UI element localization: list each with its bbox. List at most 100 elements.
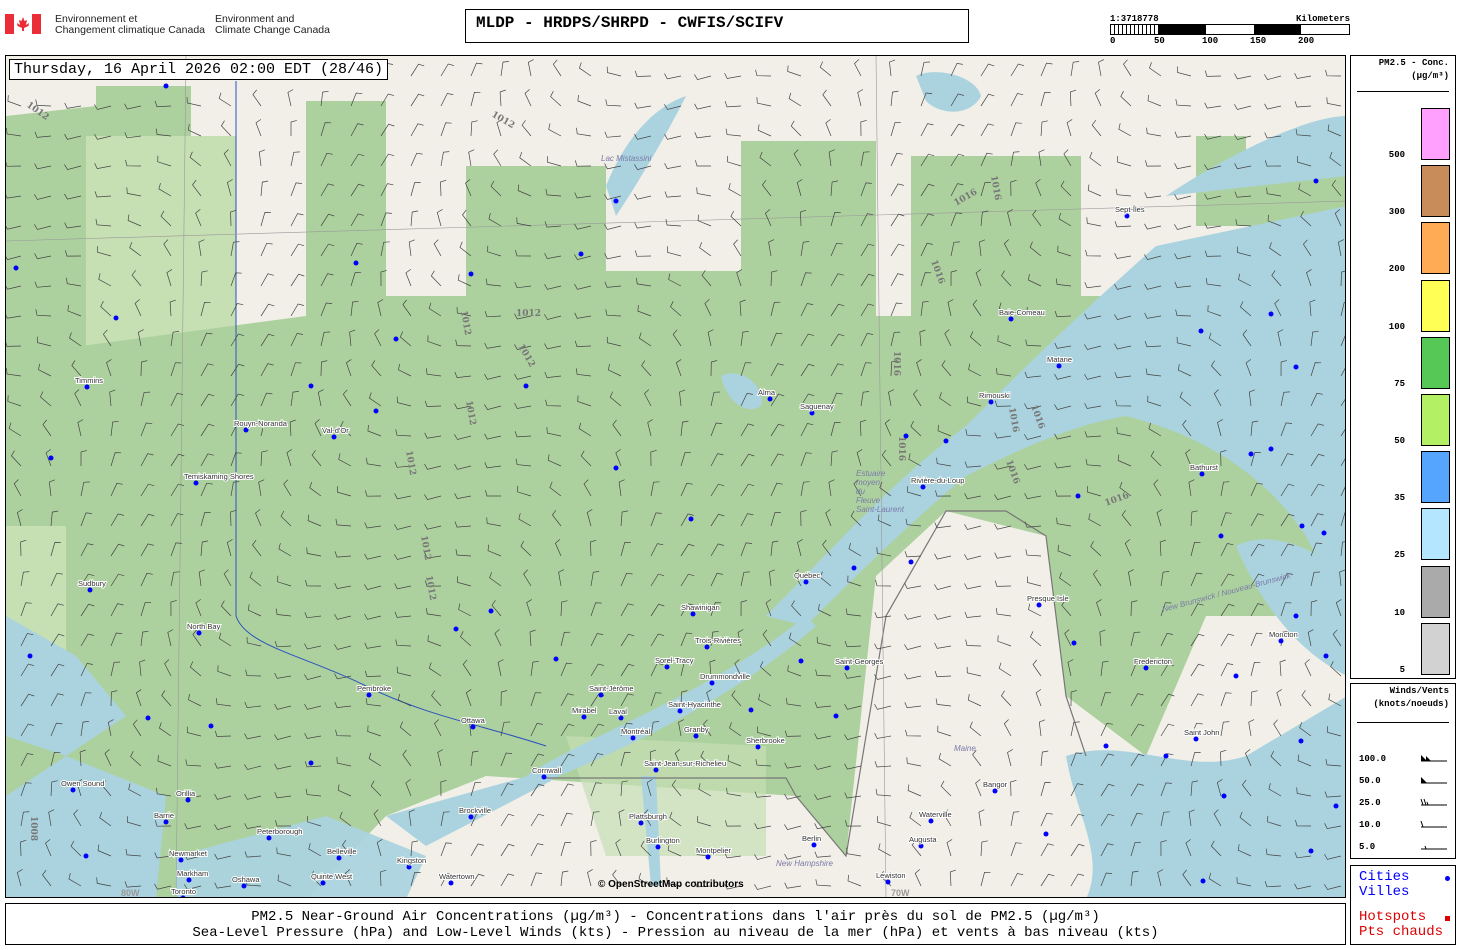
station-dot[interactable] <box>208 723 214 729</box>
city-dot[interactable] <box>241 883 247 889</box>
city-dot[interactable] <box>87 587 93 593</box>
station-dot[interactable] <box>1298 738 1304 744</box>
city-dot[interactable] <box>1143 665 1149 671</box>
city-dot[interactable] <box>618 715 624 721</box>
city-dot[interactable] <box>918 843 924 849</box>
station-dot[interactable] <box>308 760 314 766</box>
city-dot[interactable] <box>844 665 850 671</box>
station-dot[interactable] <box>1323 653 1329 659</box>
city-dot[interactable] <box>690 611 696 617</box>
city-dot[interactable] <box>1124 213 1130 219</box>
city-dot[interactable] <box>638 820 644 826</box>
station-dot[interactable] <box>1043 831 1049 837</box>
station-dot[interactable] <box>851 565 857 571</box>
station-dot[interactable] <box>373 408 379 414</box>
city-dot[interactable] <box>664 664 670 670</box>
station-dot[interactable] <box>1293 364 1299 370</box>
city-dot[interactable] <box>655 844 661 850</box>
city-dot[interactable] <box>186 877 192 883</box>
city-dot[interactable] <box>704 644 710 650</box>
city-dot[interactable] <box>470 724 476 730</box>
station-dot[interactable] <box>1321 530 1327 536</box>
city-dot[interactable] <box>928 818 934 824</box>
station-dot[interactable] <box>1313 178 1319 184</box>
station-dot[interactable] <box>27 653 33 659</box>
city-dot[interactable] <box>163 819 169 825</box>
station-dot[interactable] <box>1198 328 1204 334</box>
station-dot[interactable] <box>113 315 119 321</box>
city-dot[interactable] <box>320 880 326 886</box>
city-dot[interactable] <box>809 410 815 416</box>
city-dot[interactable] <box>988 399 994 405</box>
city-dot[interactable] <box>1278 638 1284 644</box>
city-dot[interactable] <box>448 880 454 886</box>
city-dot[interactable] <box>541 774 547 780</box>
city-dot[interactable] <box>767 396 773 402</box>
city-dot[interactable] <box>1193 736 1199 742</box>
city-dot[interactable] <box>630 735 636 741</box>
map-panel[interactable]: 1012 1012 1012 1012 1012 1012 1012 1012 1012 1016… <box>5 55 1346 898</box>
city-dot[interactable] <box>693 733 699 739</box>
station-dot[interactable] <box>453 626 459 632</box>
city-dot[interactable] <box>811 842 817 848</box>
station-dot[interactable] <box>1248 451 1254 457</box>
city-dot[interactable] <box>178 857 184 863</box>
station-dot[interactable] <box>688 516 694 522</box>
station-dot[interactable] <box>468 271 474 277</box>
station-dot[interactable] <box>353 260 359 266</box>
city-dot[interactable] <box>885 879 891 885</box>
station-dot[interactable] <box>523 383 529 389</box>
station-dot[interactable] <box>1233 673 1239 679</box>
station-dot[interactable] <box>943 438 949 444</box>
station-dot[interactable] <box>13 265 19 271</box>
city-dot[interactable] <box>185 797 191 803</box>
city-dot[interactable] <box>598 692 604 698</box>
city-dot[interactable] <box>336 855 342 861</box>
station-dot[interactable] <box>1268 446 1274 452</box>
city-dot[interactable] <box>705 854 711 860</box>
station-dot[interactable] <box>1071 640 1077 646</box>
city-dot[interactable] <box>1008 316 1014 322</box>
city-dot[interactable] <box>920 484 926 490</box>
city-dot[interactable] <box>196 630 202 636</box>
city-dot[interactable] <box>468 814 474 820</box>
city-dot[interactable] <box>266 835 272 841</box>
station-dot[interactable] <box>613 198 619 204</box>
city-dot[interactable] <box>243 427 249 433</box>
city-dot[interactable] <box>677 708 683 714</box>
city-dot[interactable] <box>406 864 412 870</box>
station-dot[interactable] <box>1200 878 1206 884</box>
station-dot[interactable] <box>908 559 914 565</box>
station-dot[interactable] <box>163 83 169 89</box>
city-dot[interactable] <box>70 787 76 793</box>
station-dot[interactable] <box>798 658 804 664</box>
city-dot[interactable] <box>180 895 186 899</box>
station-dot[interactable] <box>488 608 494 614</box>
station-dot[interactable] <box>48 455 54 461</box>
station-dot[interactable] <box>1268 311 1274 317</box>
station-dot[interactable] <box>1218 533 1224 539</box>
station-dot[interactable] <box>1221 793 1227 799</box>
station-dot[interactable] <box>393 336 399 342</box>
station-dot[interactable] <box>1163 753 1169 759</box>
station-dot[interactable] <box>1103 743 1109 749</box>
city-dot[interactable] <box>581 714 587 720</box>
station-dot[interactable] <box>613 465 619 471</box>
map-attribution[interactable]: © OpenStreetMap contributors <box>598 879 744 890</box>
city-dot[interactable] <box>1036 602 1042 608</box>
station-dot[interactable] <box>578 251 584 257</box>
station-dot[interactable] <box>1299 523 1305 529</box>
station-dot[interactable] <box>1308 848 1314 854</box>
station-dot[interactable] <box>748 707 754 713</box>
city-dot[interactable] <box>84 384 90 390</box>
station-dot[interactable] <box>553 656 559 662</box>
city-dot[interactable] <box>803 579 809 585</box>
city-dot[interactable] <box>1056 363 1062 369</box>
station-dot[interactable] <box>1293 613 1299 619</box>
city-dot[interactable] <box>653 767 659 773</box>
city-dot[interactable] <box>366 692 372 698</box>
station-dot[interactable] <box>903 433 909 439</box>
station-dot[interactable] <box>1075 493 1081 499</box>
city-dot[interactable] <box>709 680 715 686</box>
